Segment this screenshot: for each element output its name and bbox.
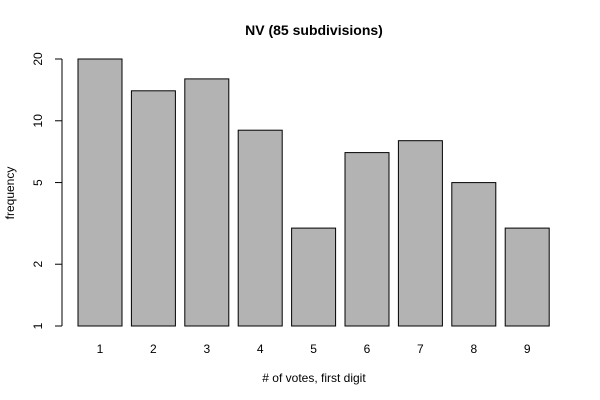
y-tick-label-5: 5 bbox=[31, 179, 45, 186]
x-tick-label-4: 4 bbox=[257, 342, 264, 356]
y-tick-label-10: 10 bbox=[31, 114, 45, 128]
y-tick-label-20: 20 bbox=[31, 52, 45, 66]
bar-8 bbox=[451, 182, 497, 327]
x-tick-label-7: 7 bbox=[417, 342, 424, 356]
y-tick-label-2: 2 bbox=[31, 261, 45, 268]
y-tick-label-1: 1 bbox=[31, 322, 45, 329]
x-tick-labels: 1 2 3 4 5 6 7 8 9 bbox=[97, 342, 531, 356]
bars-group bbox=[77, 58, 550, 327]
bar-5 bbox=[291, 227, 337, 327]
x-tick-label-1: 1 bbox=[97, 342, 104, 356]
bar-6 bbox=[344, 152, 390, 327]
x-tick-label-3: 3 bbox=[203, 342, 210, 356]
y-axis-label: frequency bbox=[3, 167, 17, 220]
x-tick-label-8: 8 bbox=[470, 342, 477, 356]
bar-3 bbox=[184, 78, 230, 327]
x-tick-label-2: 2 bbox=[150, 342, 157, 356]
bar-9 bbox=[504, 227, 550, 327]
bar-2 bbox=[130, 90, 176, 327]
bar-1 bbox=[77, 58, 123, 327]
x-axis-label: # of votes, first digit bbox=[262, 371, 366, 385]
x-tick-label-5: 5 bbox=[310, 342, 317, 356]
x-tick-label-6: 6 bbox=[364, 342, 371, 356]
chart-title: NV (85 subdivisions) bbox=[245, 22, 383, 38]
bar-4 bbox=[237, 129, 283, 327]
bar-7 bbox=[397, 140, 443, 327]
x-tick-label-9: 9 bbox=[524, 342, 531, 356]
y-axis: 1 2 5 10 20 bbox=[31, 52, 63, 329]
